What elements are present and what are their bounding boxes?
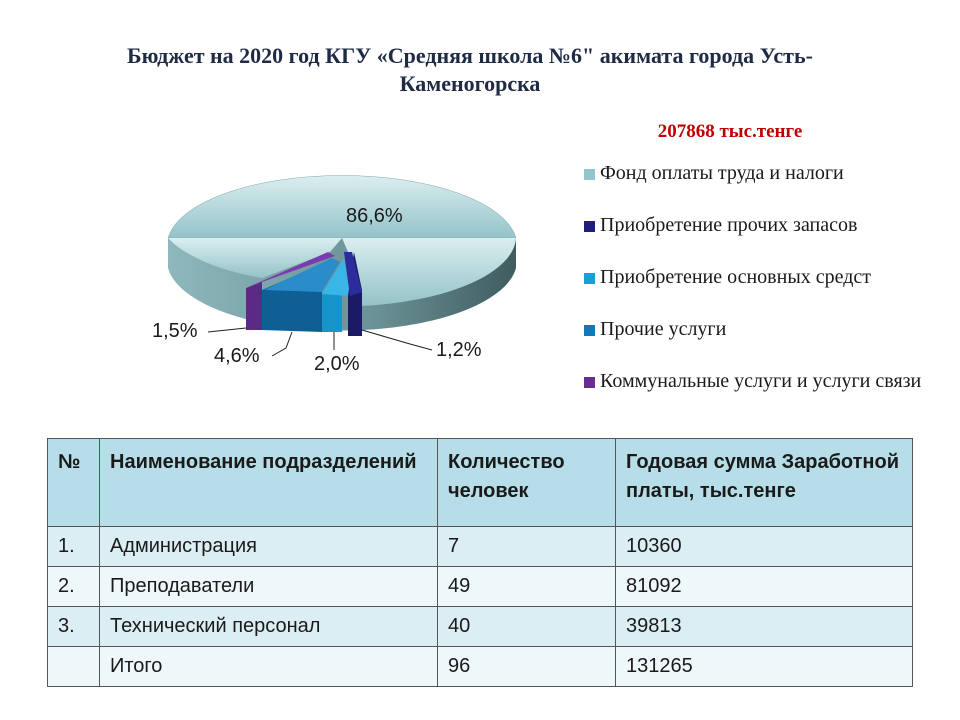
cell-headcount: 40 bbox=[437, 606, 616, 647]
pie-slice-4-top bbox=[246, 252, 335, 288]
header-department: Наименование подразделений bbox=[99, 438, 438, 527]
legend-swatch bbox=[584, 273, 595, 284]
table-row: 2. Преподаватели 49 81092 bbox=[47, 566, 913, 607]
cell-department: Администрация bbox=[99, 526, 438, 567]
page-title: Бюджет на 2020 год КГУ «Средняя школа №6… bbox=[127, 43, 813, 96]
cell-salary: 81092 bbox=[615, 566, 913, 607]
legend-swatch bbox=[584, 325, 595, 336]
table-row: 3. Технический персонал 40 39813 bbox=[47, 606, 913, 647]
table-row: 1. Администрация 7 10360 bbox=[47, 526, 913, 567]
cell-salary: 131265 bbox=[615, 646, 913, 687]
cell-department: Технический персонал bbox=[99, 606, 438, 647]
pie-slice-0 bbox=[167, 175, 517, 239]
pie-slice-1-top bbox=[344, 252, 362, 296]
cell-number: 1. bbox=[47, 526, 100, 567]
legend-item: Фонд оплаты труда и налоги bbox=[578, 160, 844, 186]
legend-label: Прочие услуги bbox=[600, 318, 727, 340]
pie-label-1: 1,2% bbox=[436, 339, 482, 361]
pie-chart: 86,6% 1,2% 2,0% 4,6% 1,5% bbox=[152, 175, 517, 375]
cell-headcount: 49 bbox=[437, 566, 616, 607]
cell-salary: 10360 bbox=[615, 526, 913, 567]
legend-item: Приобретение основных средст bbox=[578, 264, 871, 290]
pie-slice-4 bbox=[246, 282, 262, 330]
pie-slice-top-right bbox=[342, 238, 516, 306]
pie-slice-2-top bbox=[322, 258, 350, 296]
legend-label: Коммунальные услуги и услуги связи bbox=[600, 370, 922, 392]
legend-swatch bbox=[584, 221, 595, 232]
table-header-row: № Наименование подразделений Количество … bbox=[47, 438, 913, 527]
cell-department: Преподаватели bbox=[99, 566, 438, 607]
pie-label-3: 4,6% bbox=[214, 345, 260, 367]
cell-salary: 39813 bbox=[615, 606, 913, 647]
pie-slice-top-gap bbox=[168, 238, 342, 278]
legend-label: Фонд оплаты труда и налоги bbox=[600, 162, 844, 184]
salary-table: № Наименование подразделений Количество … bbox=[47, 438, 913, 687]
header-annual-salary: Годовая сумма Заработной платы, тыс.тенг… bbox=[615, 438, 913, 527]
table-row: Итого 96 131265 bbox=[47, 646, 913, 687]
pie-label-0: 86,6% bbox=[346, 205, 403, 227]
budget-total: 207868 тыс.тенге bbox=[657, 121, 803, 142]
cell-headcount: 96 bbox=[437, 646, 616, 687]
pie-slice-3-top bbox=[264, 258, 340, 292]
legend-item: Коммунальные услуги и услуги связи bbox=[578, 368, 950, 394]
leader-line-1 bbox=[361, 329, 433, 351]
header-number: № bbox=[47, 438, 100, 527]
pie-label-2: 2,0% bbox=[314, 353, 360, 375]
header-headcount: Количество человек bbox=[437, 438, 616, 527]
legend-swatch bbox=[584, 377, 595, 388]
legend-item: Прочие услуги bbox=[578, 316, 726, 342]
leader-line-3 bbox=[271, 331, 293, 357]
legend-label: Приобретение прочих запасов bbox=[600, 214, 858, 236]
leader-line-4 bbox=[207, 327, 247, 333]
cell-number bbox=[47, 646, 100, 687]
legend-item: Приобретение прочих запасов bbox=[578, 212, 857, 238]
cell-headcount: 7 bbox=[437, 526, 616, 567]
cell-department: Итого bbox=[99, 646, 438, 687]
pie-label-4: 1,5% bbox=[152, 320, 198, 342]
legend-label: Приобретение основных средст bbox=[600, 266, 872, 288]
cell-number: 3. bbox=[47, 606, 100, 647]
cell-number: 2. bbox=[47, 566, 100, 607]
legend-swatch bbox=[584, 169, 595, 180]
